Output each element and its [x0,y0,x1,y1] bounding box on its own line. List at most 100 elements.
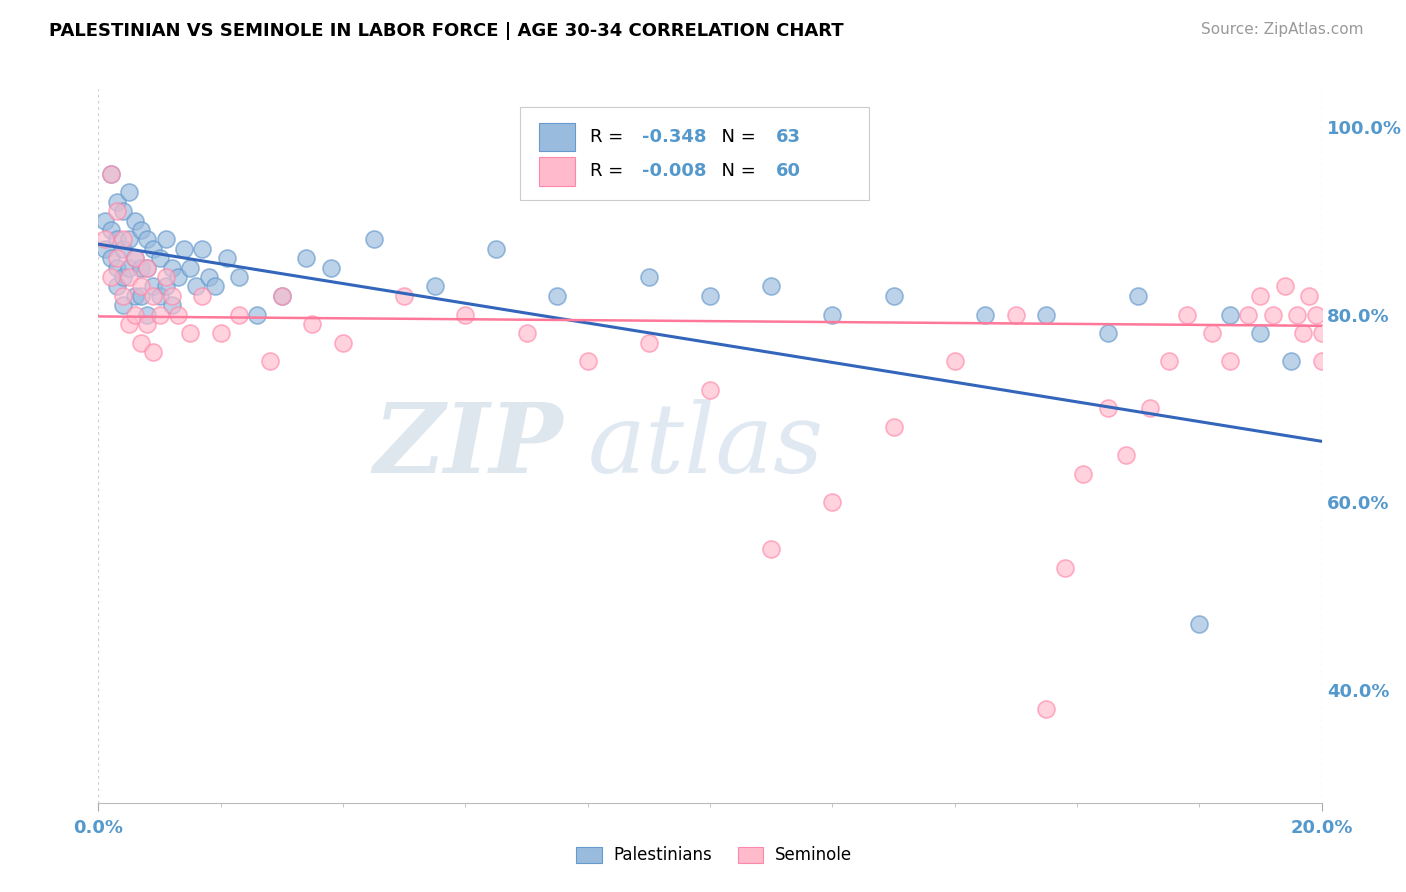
FancyBboxPatch shape [520,107,869,200]
Point [173,242,195,256]
Point [1128,289,1150,303]
Point [228,270,250,285]
Point [142,345,165,359]
Text: ZIP: ZIP [374,399,564,493]
Point [129,289,152,303]
Point [485,242,508,256]
Point [301,317,323,331]
Point [93,232,115,246]
Point [155,270,177,285]
Point [332,335,354,350]
Point [179,260,201,275]
Point [516,326,538,341]
Point [124,213,146,227]
Text: -0.008: -0.008 [641,162,706,180]
Text: N =: N = [710,162,762,180]
Text: R =: R = [591,128,628,146]
Point [1310,326,1333,341]
Point [155,279,177,293]
Point [105,194,128,209]
Point [883,289,905,303]
Point [1115,449,1137,463]
Point [1071,467,1094,482]
Point [111,232,134,246]
Point [93,213,115,227]
Point [1286,308,1309,322]
Point [111,298,134,312]
Point [204,279,226,293]
Point [1292,326,1315,341]
Text: PALESTINIAN VS SEMINOLE IN LABOR FORCE | AGE 30-34 CORRELATION CHART: PALESTINIAN VS SEMINOLE IN LABOR FORCE |… [49,22,844,40]
Point [160,260,183,275]
Point [136,260,159,275]
Point [118,260,141,275]
Point [1261,308,1284,322]
Point [100,167,122,181]
Point [129,260,152,275]
Point [191,242,214,256]
Point [1219,354,1241,368]
Bar [538,157,575,186]
Point [111,270,134,285]
Point [129,223,152,237]
Point [215,251,238,265]
Point [136,317,159,331]
Point [1237,308,1260,322]
Text: N =: N = [710,128,762,146]
Point [319,260,342,275]
Bar [538,123,575,152]
Point [118,270,141,285]
Point [136,308,159,322]
Point [167,308,190,322]
Point [1157,354,1180,368]
Point [129,335,152,350]
Point [363,232,385,246]
Point [1053,561,1076,575]
Point [105,279,128,293]
Point [821,308,844,322]
Point [821,495,844,509]
Point [142,279,165,293]
Point [100,251,122,265]
Text: Source: ZipAtlas.com: Source: ZipAtlas.com [1201,22,1364,37]
Point [1035,702,1057,716]
Point [100,270,122,285]
Point [111,289,134,303]
Point [136,260,159,275]
Point [136,232,159,246]
Point [111,242,134,256]
Point [699,383,721,397]
Point [105,260,128,275]
Point [1035,308,1057,322]
Point [105,204,128,219]
Point [118,232,141,246]
Point [454,308,477,322]
Point [105,232,128,246]
Point [699,289,721,303]
Point [270,289,292,303]
Text: R =: R = [591,162,628,180]
Point [149,251,172,265]
Point [129,279,152,293]
Point [1139,401,1161,416]
Point [883,420,905,434]
Point [1004,308,1026,322]
Point [423,279,446,293]
Point [546,289,568,303]
Point [295,251,318,265]
Point [149,289,172,303]
Point [1274,279,1296,293]
Point [100,223,122,237]
Point [943,354,966,368]
Point [167,270,190,285]
Point [1249,289,1271,303]
Point [759,542,782,557]
Point [637,335,661,350]
Text: atlas: atlas [588,399,824,493]
Point [149,308,172,322]
Point [191,289,214,303]
Point [142,242,165,256]
Point [270,289,292,303]
Point [160,298,183,312]
Point [105,251,128,265]
